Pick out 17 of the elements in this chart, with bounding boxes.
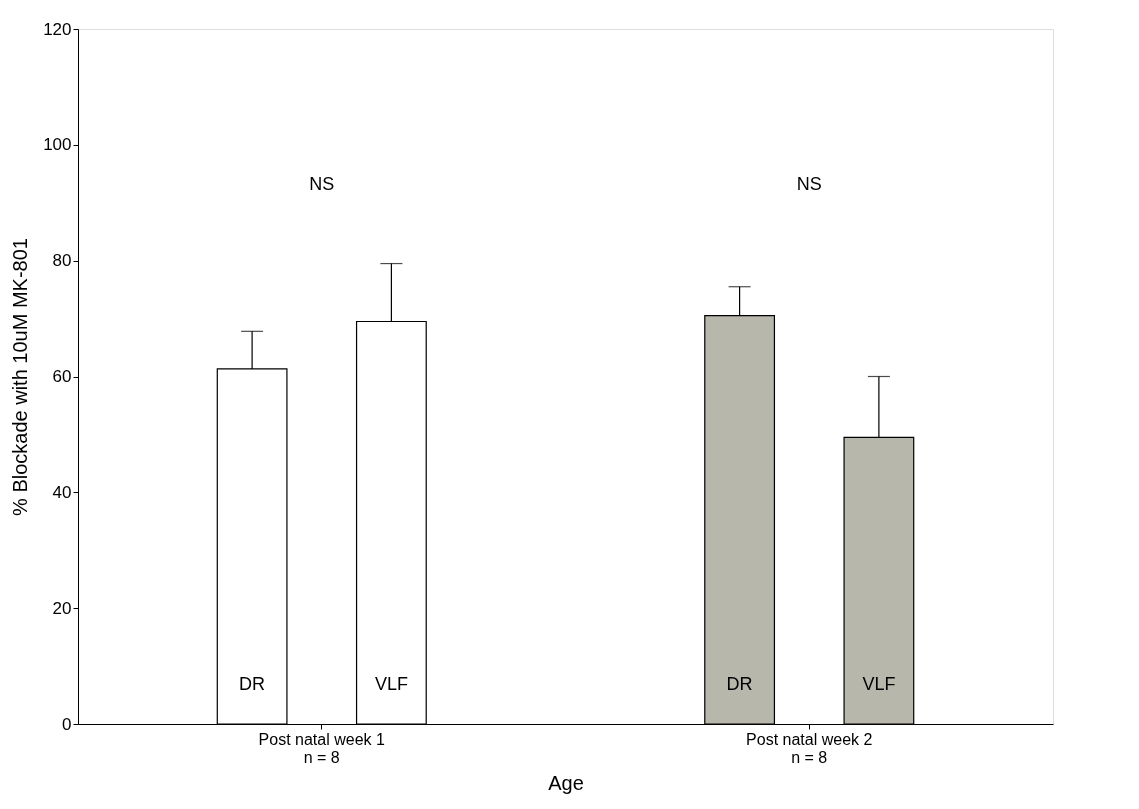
y-tick-label: 60 xyxy=(52,367,72,386)
text: VLF xyxy=(862,674,896,694)
y-axis-title: % Blockade with 10uM MK-801 xyxy=(9,238,32,516)
y-tick-label: 40 xyxy=(52,482,72,502)
x-axis-title: Age xyxy=(548,771,584,794)
y-tick-label: 20 xyxy=(52,598,72,618)
annotation: NS xyxy=(309,174,335,194)
series-label: DR xyxy=(726,674,753,694)
text: DR xyxy=(239,674,266,694)
y-tick-label: 120 xyxy=(43,19,72,39)
y-tick-label: 100 xyxy=(43,135,72,155)
annotation: NS xyxy=(796,174,822,194)
y-tick-label: 80 xyxy=(52,251,72,271)
series-label: VLF xyxy=(374,674,408,694)
x-tick-label: Post natal week 2 n = 8 xyxy=(746,730,873,766)
x-tick-label: Post natal week 1 n = 8 xyxy=(258,730,385,766)
y-tick-label: 0 xyxy=(62,714,72,734)
